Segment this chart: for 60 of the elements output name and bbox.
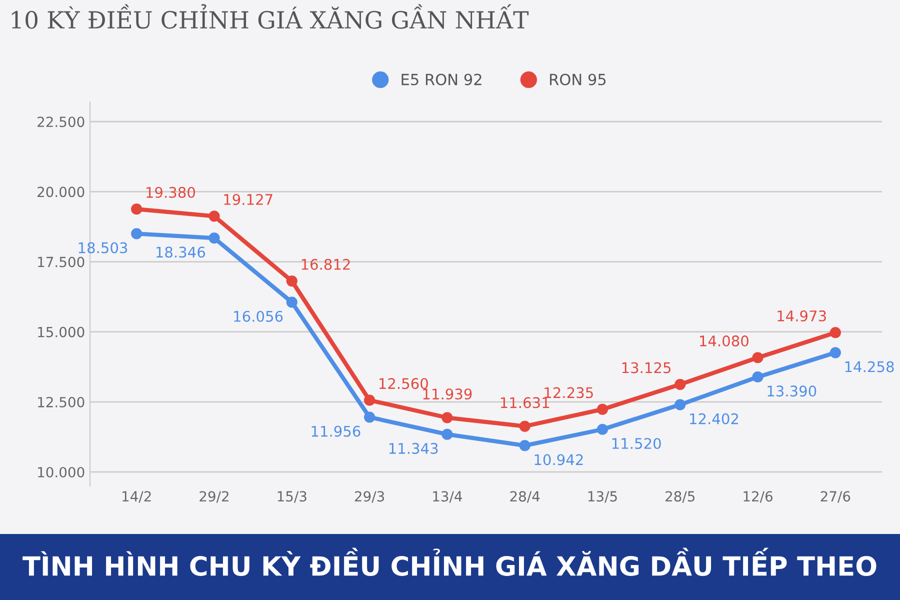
data-label: 14.258 <box>845 361 894 372</box>
point <box>131 228 142 240</box>
point <box>674 378 686 390</box>
legend-label: E5 RON 92 <box>402 74 482 86</box>
x-tick-label: 29/3 <box>354 491 384 503</box>
point <box>208 210 220 222</box>
point <box>364 394 376 406</box>
point <box>830 347 841 358</box>
point <box>442 428 453 440</box>
data-label: 18.503 <box>78 242 128 254</box>
data-label: 18.346 <box>156 246 205 258</box>
data-label: 13.125 <box>622 362 671 374</box>
y-tick-label: 20.000 <box>38 186 84 198</box>
data-label: 13.390 <box>768 386 816 397</box>
point <box>596 404 608 415</box>
chart-title: 10 KỲ ĐIỀU CHỈNH GIÁ XĂNG GẦN NHẤT <box>12 4 529 29</box>
legend-label: RON 95 <box>550 74 606 86</box>
data-label: 11.631 <box>500 397 549 408</box>
data-label: 14.973 <box>778 310 826 322</box>
y-tick-label: 15.000 <box>38 326 84 338</box>
point <box>364 412 376 423</box>
point <box>674 399 686 410</box>
x-tick-label: 13/5 <box>588 491 617 503</box>
x-tick-label: 29/2 <box>200 491 228 503</box>
point <box>830 327 841 338</box>
x-tick-label: 28/4 <box>510 491 540 503</box>
point <box>596 424 608 435</box>
data-label: 12.402 <box>690 413 738 424</box>
point <box>752 371 764 383</box>
data-label: 12.235 <box>544 387 593 398</box>
point <box>442 412 453 424</box>
x-tick-label: 13/4 <box>433 491 462 503</box>
text: TÌNH HÌNH CHU KỲ ĐIỀU CHỈNH GIÁ XĂNG DẦU TIẾP THEO <box>22 548 876 576</box>
y-tick-label: 17.500 <box>38 256 84 268</box>
data-label: 16.056 <box>234 310 283 322</box>
data-label: 16.812 <box>302 258 350 270</box>
y-tick-label: 22.500 <box>38 116 84 128</box>
x-tick-label: 27/6 <box>820 491 850 503</box>
x-tick-label: 12/6 <box>744 491 772 503</box>
x-tick-label: 15/3 <box>278 491 306 503</box>
y-tick-label: 10.000 <box>38 466 84 478</box>
data-label: 11.520 <box>612 438 661 450</box>
data-label: 14.080 <box>700 335 748 346</box>
y-tick-label: 12.500 <box>38 396 84 408</box>
point <box>131 204 142 215</box>
x-tick-label: 28/5 <box>666 491 694 503</box>
data-label: 11.343 <box>389 442 438 454</box>
point <box>519 440 530 452</box>
x-tick-label: 14/2 <box>122 491 151 503</box>
point <box>752 352 764 364</box>
point <box>286 275 298 287</box>
data-label: 10.942 <box>534 454 583 466</box>
data-label: 11.956 <box>312 426 360 437</box>
data-label: 12.560 <box>379 378 428 390</box>
point <box>208 232 220 244</box>
data-label: 19.380 <box>146 186 195 198</box>
data-label: 11.939 <box>423 388 472 400</box>
point <box>286 296 298 308</box>
data-label: 19.127 <box>224 194 272 206</box>
point <box>519 420 530 432</box>
